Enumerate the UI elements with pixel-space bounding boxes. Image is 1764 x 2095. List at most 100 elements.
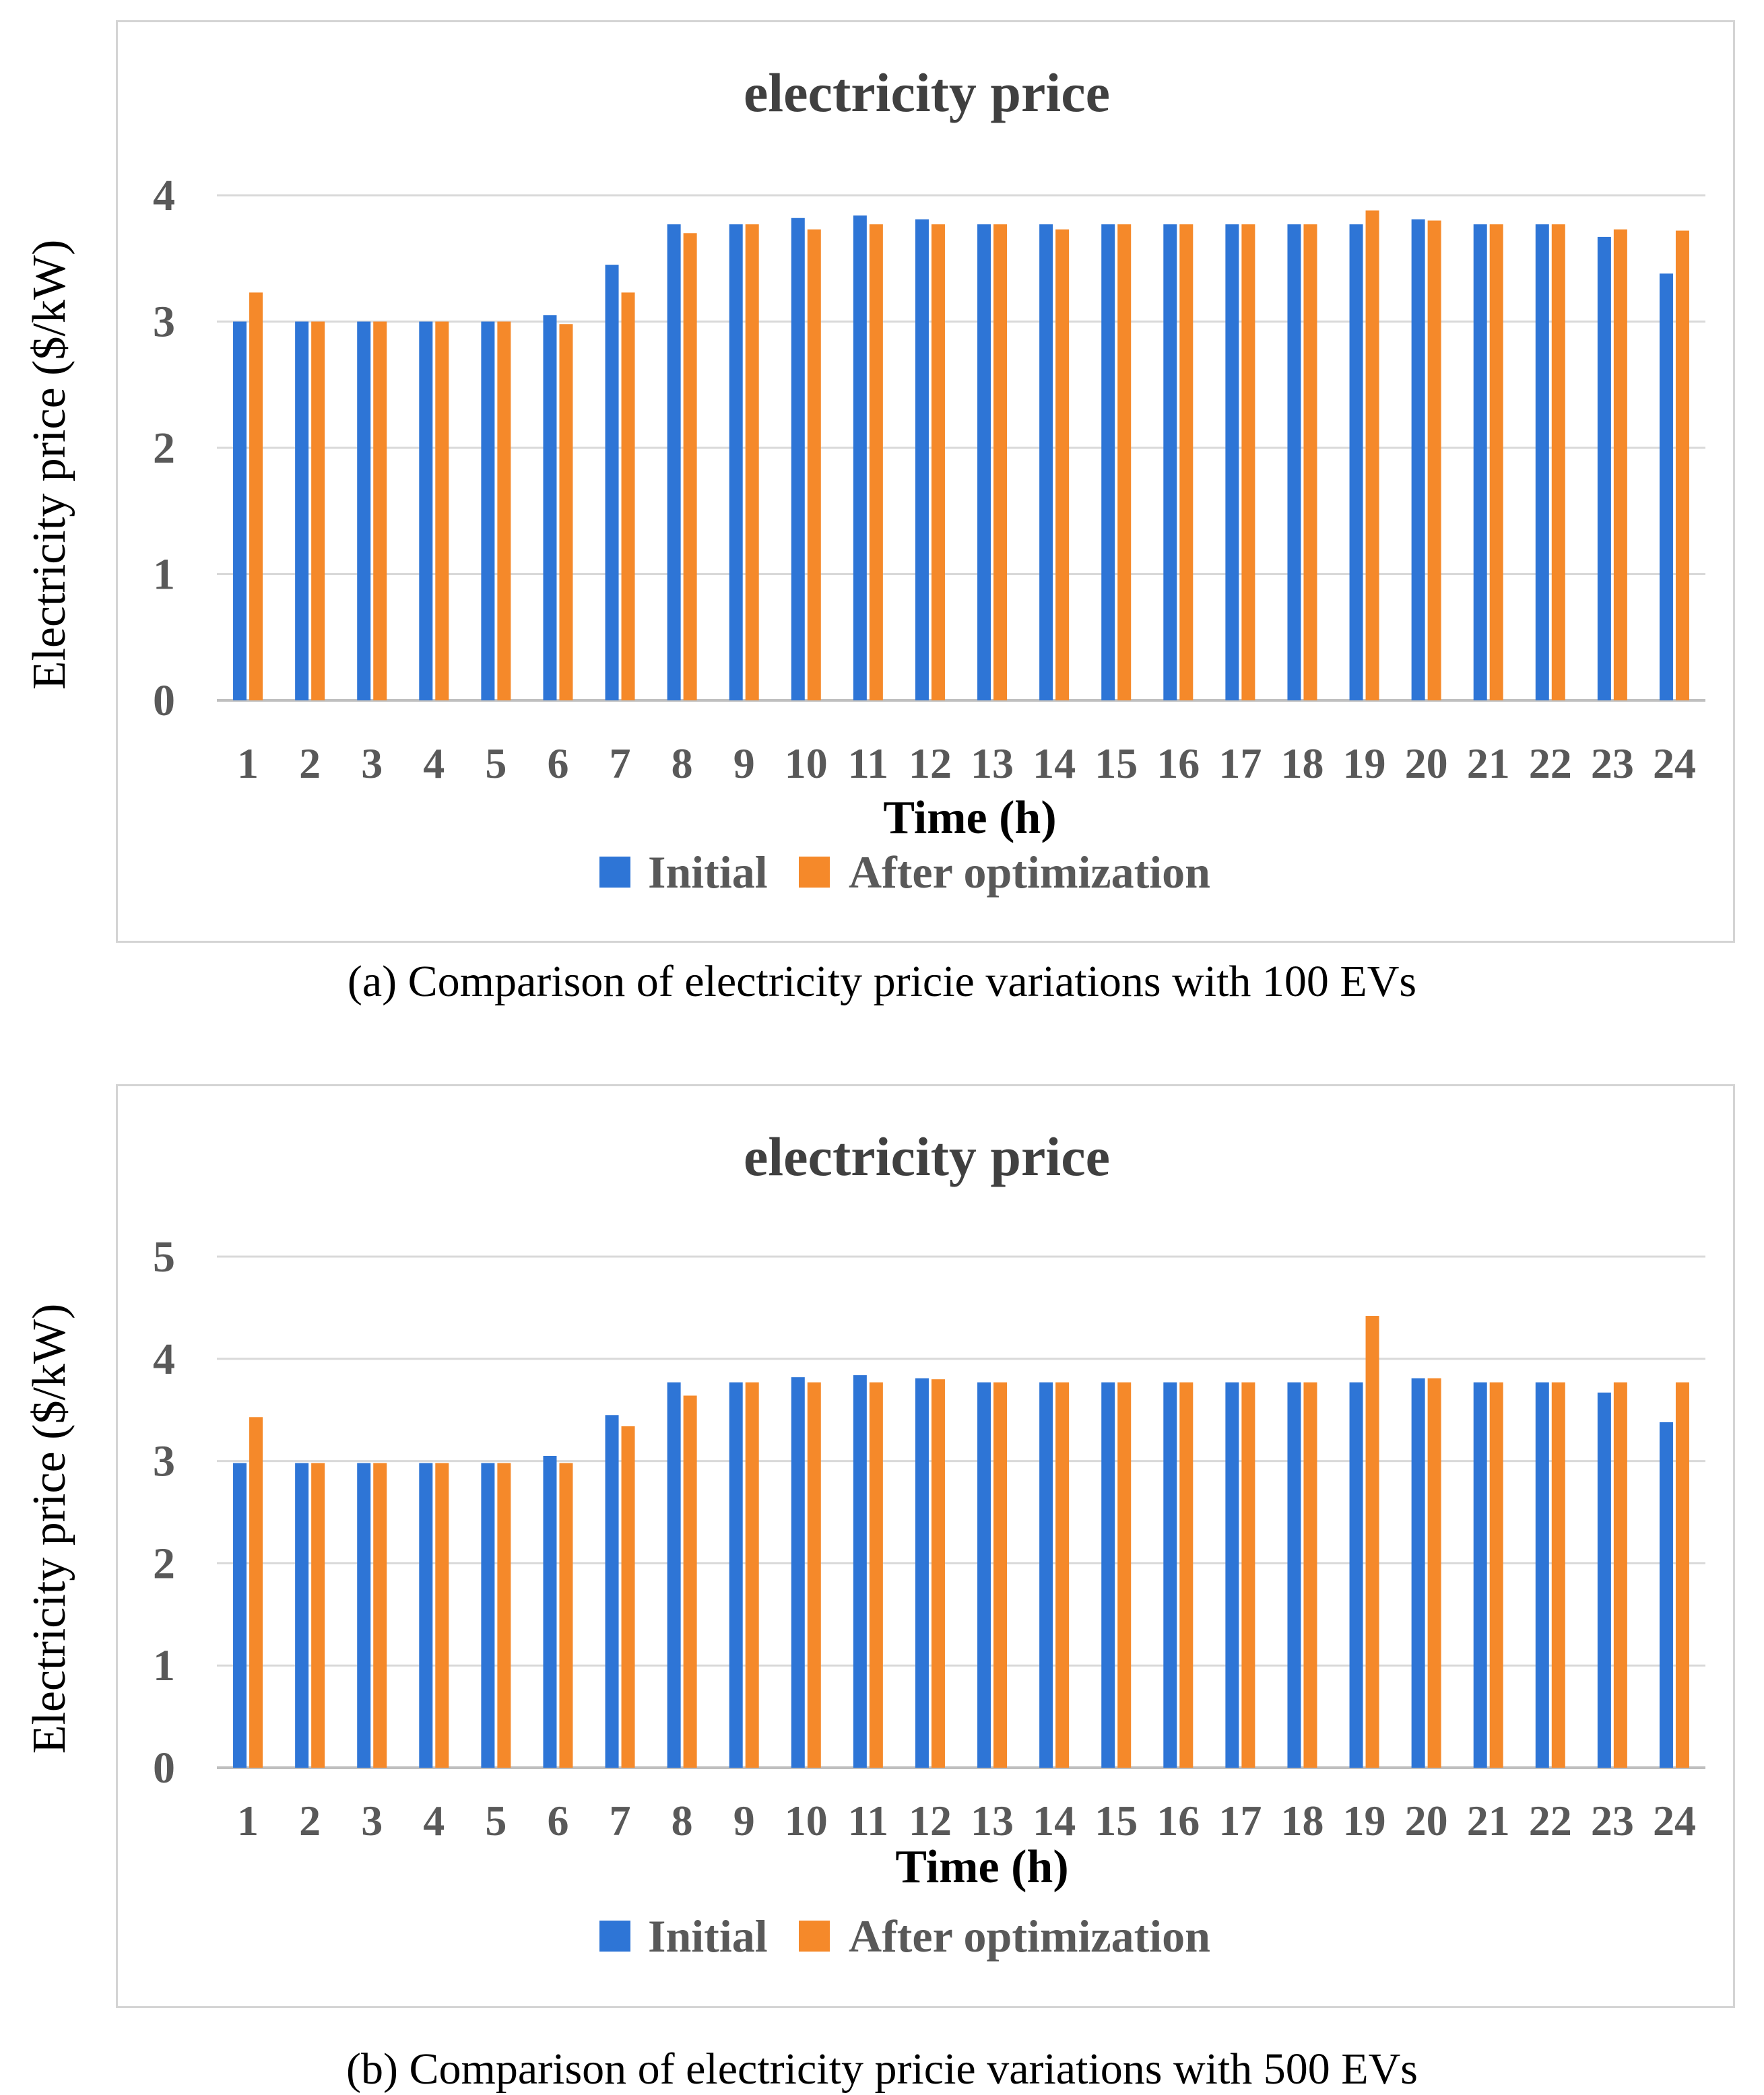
- x-tick-label: 23: [1591, 739, 1634, 787]
- bar-initial: [1597, 1392, 1611, 1768]
- bar-after-optimization: [559, 1463, 573, 1768]
- x-tick-label: 23: [1591, 1797, 1634, 1844]
- bar-initial: [233, 321, 247, 700]
- bar-initial: [915, 1378, 929, 1768]
- bar-initial: [543, 1456, 557, 1768]
- x-tick-label: 21: [1467, 739, 1510, 787]
- bar-after-optimization: [1427, 1378, 1441, 1768]
- bar-after-optimization: [1675, 230, 1689, 700]
- x-tick-label: 4: [423, 1797, 445, 1844]
- bar-initial: [1349, 1382, 1363, 1768]
- x-tick-label: 15: [1095, 1797, 1138, 1844]
- chart-title: electricity price: [744, 1126, 1110, 1187]
- x-tick-label: 22: [1529, 1797, 1572, 1844]
- bar-initial: [1659, 273, 1673, 700]
- bar-after-optimization: [1365, 210, 1379, 700]
- x-tick-label: 10: [785, 1797, 828, 1844]
- y-tick-label: 2: [153, 1539, 175, 1588]
- bar-after-optimization: [1241, 1382, 1255, 1768]
- x-tick-label: 4: [423, 739, 445, 787]
- x-tick-label: 20: [1405, 739, 1448, 787]
- bar-initial: [729, 1382, 743, 1768]
- legend-label-after: After optimization: [849, 846, 1210, 898]
- legend-label-initial: Initial: [648, 846, 768, 898]
- bar-after-optimization: [1303, 1382, 1317, 1768]
- x-axis-label: Time (h): [883, 792, 1056, 844]
- bar-initial: [1473, 224, 1487, 700]
- bar-initial: [357, 1463, 371, 1768]
- x-tick-label: 22: [1529, 739, 1572, 787]
- y-tick-label: 0: [153, 1743, 175, 1793]
- bar-after-optimization: [1365, 1316, 1379, 1768]
- legend-swatch-initial: [599, 857, 630, 888]
- bar-initial: [1287, 224, 1301, 700]
- bar-initial: [605, 1415, 619, 1768]
- bar-initial: [791, 1377, 805, 1768]
- bar-after-optimization: [1055, 229, 1070, 700]
- x-tick-label: 11: [848, 739, 888, 787]
- x-tick-label: 13: [971, 1797, 1014, 1844]
- x-tick-label: 16: [1156, 739, 1200, 787]
- bar-after-optimization: [373, 1463, 387, 1768]
- bar-initial: [605, 265, 619, 700]
- x-tick-label: 9: [733, 739, 755, 787]
- x-tick-label: 2: [299, 1797, 321, 1844]
- bar-initial: [853, 1375, 867, 1768]
- legend-swatch-after: [799, 857, 830, 888]
- y-tick-label: 3: [153, 298, 175, 347]
- x-tick-label: 7: [610, 1797, 631, 1844]
- x-tick-label: 18: [1280, 1797, 1324, 1844]
- bar-after-optimization: [745, 224, 759, 700]
- bar-after-optimization: [1613, 1382, 1627, 1768]
- bar-initial: [233, 1463, 247, 1768]
- chart-b: electricity price Electricity price ($/k…: [24, 1126, 1705, 1962]
- bar-after-optimization: [559, 324, 573, 700]
- bar-initial: [419, 321, 433, 700]
- x-tick-label: 9: [733, 1797, 755, 1844]
- bar-initial: [977, 1382, 991, 1768]
- x-tick-label: 14: [1033, 1797, 1076, 1844]
- x-tick-label: 3: [361, 739, 383, 787]
- x-tick-label: 16: [1156, 1797, 1200, 1844]
- bar-after-optimization: [311, 1463, 325, 1768]
- bar-initial: [1101, 224, 1115, 700]
- bar-initial: [1535, 224, 1549, 700]
- bar-initial: [1163, 224, 1177, 700]
- x-tick-label: 8: [672, 1797, 693, 1844]
- bar-initial: [1163, 1382, 1177, 1768]
- bar-after-optimization: [683, 1395, 697, 1768]
- x-tick-label: 5: [485, 739, 507, 787]
- chart-title: electricity price: [744, 62, 1110, 123]
- bar-after-optimization: [1551, 224, 1565, 700]
- bar-after-optimization: [1489, 1382, 1503, 1768]
- y-tick-label: 1: [153, 1641, 175, 1690]
- bar-after-optimization: [807, 1382, 821, 1768]
- x-tick-label: 24: [1653, 739, 1696, 787]
- x-tick-label: 12: [909, 1797, 952, 1844]
- chart-panel-a: electricity price Electricity price ($/k…: [0, 0, 1764, 1037]
- bar-initial: [915, 219, 929, 700]
- bar-after-optimization: [931, 1379, 945, 1768]
- x-tick-label: 6: [547, 1797, 568, 1844]
- figure-caption-b: (b) Comparison of electricity pricie var…: [346, 2044, 1418, 2094]
- bar-after-optimization: [931, 224, 945, 700]
- bar-initial: [419, 1463, 433, 1768]
- bar-after-optimization: [683, 233, 697, 700]
- y-axis-label: Electricity price ($/kW): [24, 1304, 75, 1754]
- x-tick-label: 21: [1467, 1797, 1510, 1844]
- bar-after-optimization: [993, 1382, 1008, 1768]
- bar-after-optimization: [1303, 224, 1317, 700]
- bar-initial: [853, 215, 867, 700]
- legend-swatch-after: [799, 1921, 830, 1952]
- x-tick-label: 11: [848, 1797, 888, 1844]
- x-tick-label: 14: [1033, 739, 1076, 787]
- bar-after-optimization: [1117, 1382, 1132, 1768]
- x-tick-label: 7: [610, 739, 631, 787]
- legend: Initial After optimization: [599, 846, 1210, 898]
- chart-panel-b: electricity price Electricity price ($/k…: [0, 1064, 1764, 2094]
- bar-initial: [1659, 1422, 1673, 1768]
- x-tick-label: 12: [909, 739, 952, 787]
- bar-initial: [1535, 1382, 1549, 1768]
